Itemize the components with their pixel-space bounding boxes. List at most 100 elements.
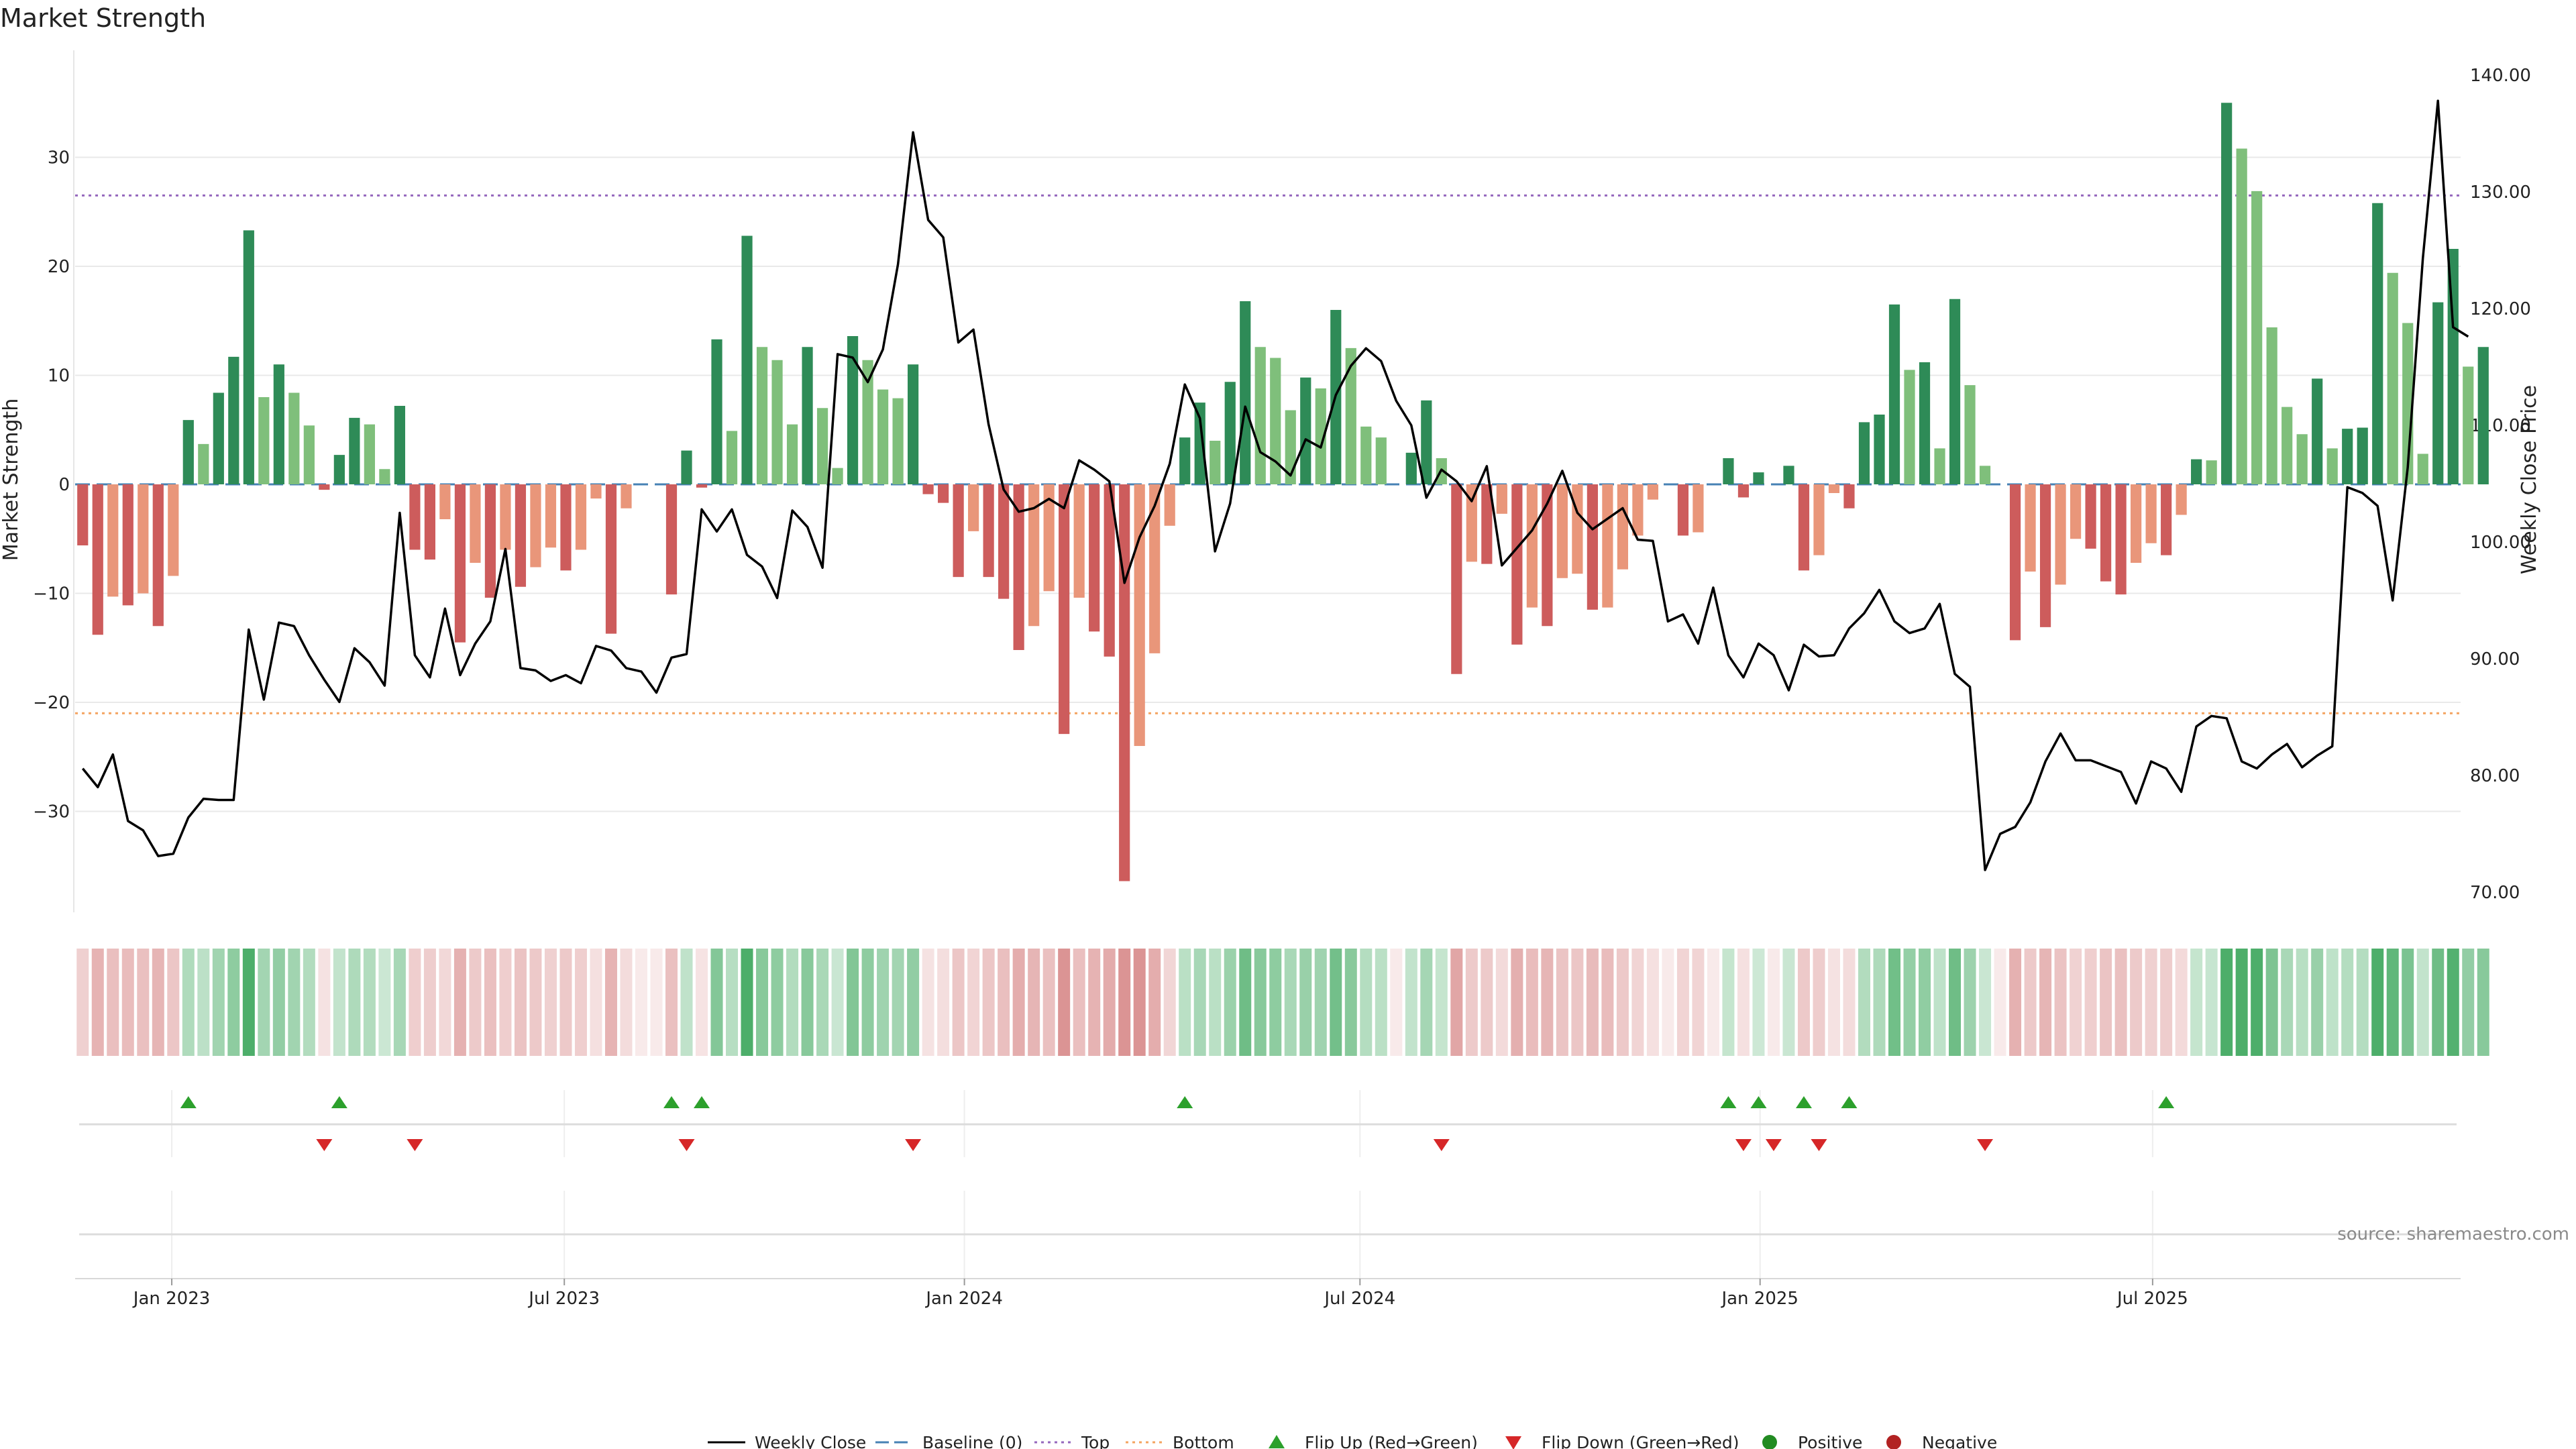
strength-bar bbox=[2266, 327, 2277, 484]
heat-cell bbox=[1541, 949, 1554, 1056]
heat-cell bbox=[1465, 949, 1478, 1056]
heat-cell bbox=[1843, 949, 1856, 1056]
heat-cell bbox=[696, 949, 708, 1056]
heat-cell bbox=[559, 949, 572, 1056]
main-grid bbox=[75, 156, 2461, 812]
y-axis-ticks: −30 −20 −10 0 10 20 30 bbox=[33, 50, 74, 912]
heat-cell bbox=[227, 949, 240, 1056]
strength-bar bbox=[2070, 484, 2082, 539]
heat-cell bbox=[2039, 949, 2052, 1056]
heat-cell bbox=[1209, 949, 1222, 1056]
strength-bar bbox=[2357, 427, 2368, 484]
strength-bar bbox=[1043, 484, 1055, 592]
heat-cell bbox=[831, 949, 844, 1056]
heat-cell bbox=[1525, 949, 1538, 1056]
heat-cell bbox=[212, 949, 225, 1056]
strength-bar bbox=[726, 431, 738, 484]
strength-bar bbox=[500, 484, 511, 550]
strength-bar bbox=[424, 484, 436, 560]
heat-cell bbox=[1239, 949, 1252, 1056]
legend-item: Positive bbox=[1762, 1433, 1862, 1449]
heat-cell bbox=[801, 949, 814, 1056]
strength-bar bbox=[1224, 382, 1236, 484]
heat-cell bbox=[1797, 949, 1810, 1056]
heat-cell bbox=[363, 949, 376, 1056]
strength-bar bbox=[1481, 484, 1493, 564]
y-tick-label: −30 bbox=[33, 802, 70, 822]
strength-bar bbox=[1315, 388, 1326, 484]
flip-down-marker bbox=[905, 1139, 922, 1151]
strength-bar bbox=[983, 484, 994, 578]
y2-tick-label: 80.00 bbox=[2470, 766, 2520, 786]
strength-bar bbox=[1888, 304, 1900, 484]
strength-bar bbox=[243, 230, 254, 484]
heat-cell bbox=[121, 949, 134, 1056]
strength-bar bbox=[892, 398, 904, 484]
strength-bar bbox=[1089, 484, 1100, 632]
strength-bar bbox=[439, 484, 451, 519]
legend-swatch bbox=[1886, 1435, 1901, 1449]
heat-cell bbox=[258, 949, 270, 1056]
strength-bar bbox=[545, 484, 557, 548]
strength-bar bbox=[1587, 484, 1598, 610]
heat-cell bbox=[1601, 949, 1614, 1056]
flip-markers-panel bbox=[79, 1090, 2457, 1157]
heat-cell bbox=[1435, 949, 1448, 1056]
heat-cell bbox=[2145, 949, 2157, 1056]
heat-cell bbox=[182, 949, 195, 1056]
legend-item: Flip Down (Green→Red) bbox=[1505, 1433, 1739, 1449]
strength-bar bbox=[816, 408, 828, 484]
heat-cell bbox=[998, 949, 1010, 1056]
heat-cell bbox=[2235, 949, 2248, 1056]
heat-cell bbox=[1073, 949, 1085, 1056]
flip-down-marker bbox=[678, 1139, 695, 1151]
strength-bar bbox=[575, 484, 587, 550]
heat-cell bbox=[1586, 949, 1599, 1056]
strength-bar bbox=[1904, 370, 1915, 484]
strength-bar bbox=[1979, 466, 1991, 484]
heat-cell bbox=[1269, 949, 1282, 1056]
heat-cell bbox=[1344, 949, 1357, 1056]
heat-cell bbox=[1933, 949, 1946, 1056]
heat-cell bbox=[423, 949, 436, 1056]
heat-cell bbox=[2447, 949, 2459, 1056]
strength-bar bbox=[1919, 362, 1931, 484]
x-tick-label: Jan 2023 bbox=[132, 1289, 211, 1309]
heat-cell bbox=[2416, 949, 2429, 1056]
heat-cell bbox=[1495, 949, 1508, 1056]
y-tick-label: 10 bbox=[48, 366, 70, 386]
strength-bar bbox=[953, 484, 964, 578]
heat-cell bbox=[967, 949, 980, 1056]
strength-bar bbox=[2282, 407, 2293, 484]
heat-cell bbox=[1028, 949, 1040, 1056]
flip-up-marker bbox=[180, 1096, 197, 1108]
heat-cell bbox=[665, 949, 678, 1056]
strength-bar bbox=[998, 484, 1010, 599]
strength-bar bbox=[2161, 484, 2172, 555]
heat-cell bbox=[2356, 949, 2369, 1056]
heat-cell bbox=[1707, 949, 1719, 1056]
y2-tick-label: 140.00 bbox=[2470, 66, 2531, 86]
strength-bar bbox=[2055, 484, 2066, 585]
legend-label: Negative bbox=[1922, 1433, 1997, 1449]
y2-axis-ticks: 70.0080.0090.00100.00110.00120.00130.001… bbox=[2470, 66, 2531, 903]
heat-cell bbox=[1148, 949, 1161, 1056]
strength-bar bbox=[2236, 148, 2247, 484]
heat-cell bbox=[1919, 949, 1931, 1056]
strength-bar bbox=[198, 443, 209, 484]
heat-cell bbox=[2070, 949, 2082, 1056]
legend-swatch bbox=[1505, 1436, 1521, 1449]
strength-bar bbox=[349, 417, 360, 484]
y-tick-label: 30 bbox=[48, 148, 70, 168]
heat-cell bbox=[1813, 949, 1825, 1056]
strength-bar bbox=[2417, 453, 2428, 484]
heat-cell bbox=[1646, 949, 1659, 1056]
flip-up-marker bbox=[694, 1096, 710, 1108]
heat-cell bbox=[847, 949, 859, 1056]
heat-cell bbox=[1737, 949, 1750, 1056]
flip-up-marker bbox=[331, 1096, 347, 1108]
heat-cell bbox=[680, 949, 693, 1056]
flip-down-marker bbox=[1765, 1139, 1782, 1151]
heat-cell bbox=[514, 949, 527, 1056]
strength-bar bbox=[1723, 458, 1734, 484]
